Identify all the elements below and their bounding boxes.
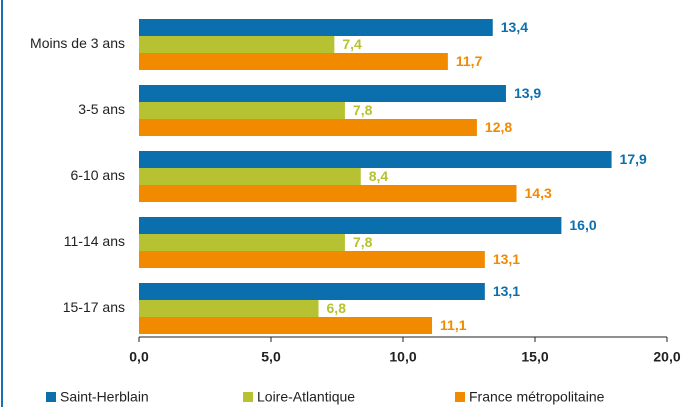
bar	[139, 102, 345, 119]
bar	[139, 119, 477, 136]
legend-swatch	[46, 392, 56, 402]
bar	[139, 85, 506, 102]
legend-label: France métropolitaine	[469, 389, 605, 405]
value-label: 7,8	[353, 234, 373, 250]
bar	[139, 251, 485, 268]
value-label: 13,4	[501, 19, 528, 35]
legend-swatch	[243, 392, 253, 402]
y-tick-label: 3-5 ans	[78, 101, 125, 117]
x-tick-label: 20,0	[653, 349, 680, 365]
bar	[139, 53, 448, 70]
value-label: 7,4	[342, 36, 362, 52]
value-label: 16,0	[569, 217, 596, 233]
value-label: 13,9	[514, 85, 541, 101]
bar	[139, 19, 493, 36]
value-label: 13,1	[493, 251, 520, 267]
bar	[139, 36, 335, 53]
y-tick-label: Moins de 3 ans	[30, 35, 125, 51]
x-tick-label: 5,0	[261, 349, 281, 365]
legend-label: Loire-Atlantique	[257, 389, 355, 405]
y-tick-label: 15-17 ans	[63, 299, 125, 315]
bar	[139, 185, 517, 202]
value-label: 11,7	[456, 53, 483, 69]
value-label: 12,8	[485, 119, 512, 135]
value-label: 13,1	[493, 283, 520, 299]
bar	[139, 234, 345, 251]
x-tick-label: 15,0	[521, 349, 548, 365]
value-label: 6,8	[327, 300, 347, 316]
value-label: 14,3	[525, 185, 552, 201]
value-label: 11,1	[440, 317, 467, 333]
y-tick-label: 11-14 ans	[64, 233, 125, 249]
value-label: 17,9	[620, 151, 647, 167]
legend-swatch	[455, 392, 465, 402]
bar	[139, 151, 612, 168]
y-tick-label: 6-10 ans	[71, 167, 125, 183]
bar	[139, 217, 562, 234]
bar	[139, 283, 485, 300]
x-tick-label: 0,0	[129, 349, 149, 365]
bar	[139, 168, 361, 185]
bar	[139, 317, 433, 334]
value-label: 7,8	[353, 102, 373, 118]
value-label: 8,4	[369, 168, 389, 184]
bar	[139, 300, 319, 317]
x-tick-label: 10,0	[389, 349, 416, 365]
legend-label: Saint-Herblain	[60, 389, 149, 405]
